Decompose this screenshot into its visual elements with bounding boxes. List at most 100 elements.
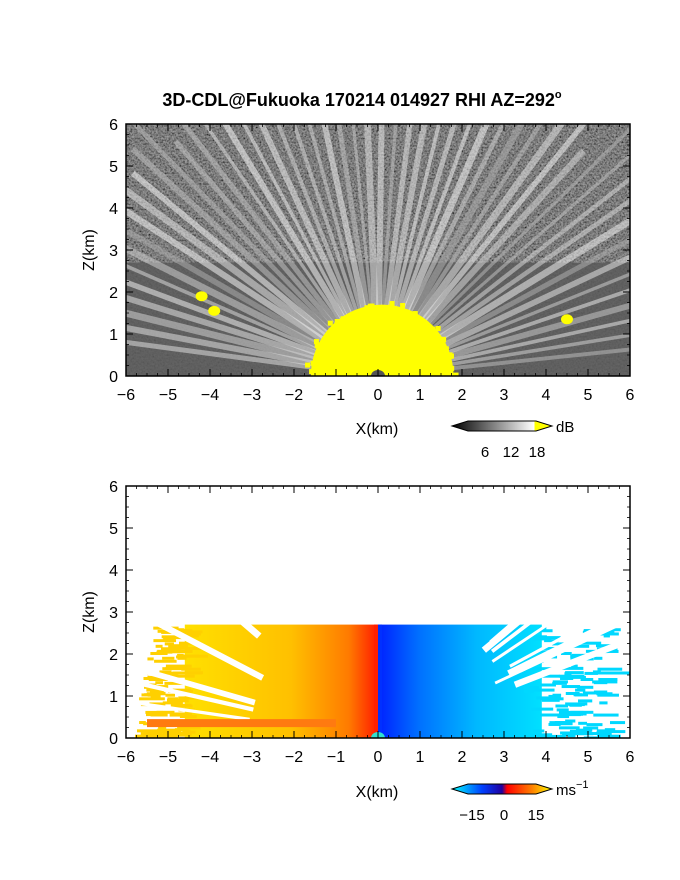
velocity-cool-edge (571, 732, 594, 736)
reflectivity-high-echo-speckle (424, 331, 430, 337)
reflectivity-high-echo-speckle (449, 365, 455, 371)
reflectivity-ytick-label: 2 (109, 285, 118, 302)
reflectivity-high-echo-speckle (305, 362, 311, 368)
velocity-warm-edge (182, 730, 196, 734)
velocity-cool-edge (523, 686, 539, 690)
velocity-warm-edge (165, 693, 175, 697)
reflectivity-ytick-label: 0 (109, 369, 118, 386)
velocity-cool-edge (558, 666, 584, 670)
reflectivity-high-echo-speckle (392, 312, 398, 318)
velocity-gap (509, 599, 630, 668)
velocity-warm-edge (169, 644, 189, 648)
velocity-warm-edge (163, 637, 175, 641)
velocity-xtick-label: −4 (201, 749, 219, 766)
reflectivity-high-echo-speckle (435, 325, 441, 331)
velocity-cool-edge (548, 694, 561, 698)
velocity-warm-edge (162, 701, 183, 705)
velocity-warm-edge (170, 704, 193, 708)
velocity-cool-edge (570, 710, 594, 714)
reflectivity-high-echo-speckle (389, 300, 395, 306)
reflectivity-high-echo-speckle (453, 372, 459, 376)
reflectivity-high-echo-speckle (412, 311, 418, 317)
velocity-warm-edge (181, 667, 201, 671)
velocity-cool-edge (532, 729, 545, 733)
velocity-cool-edge (533, 733, 553, 737)
velocity-warm-edge (157, 677, 168, 681)
velocity-xtick-label: 6 (626, 749, 635, 766)
velocity-cool-edge (560, 651, 572, 655)
velocity-warm-edge (162, 667, 187, 671)
velocity-ytick-label: 1 (109, 689, 118, 706)
velocity-cool-edge (574, 693, 588, 697)
velocity-xlabel: X(km) (356, 784, 399, 801)
velocity-cool-edge (586, 723, 603, 727)
velocity-warm-edge (174, 712, 193, 716)
velocity-cool-edge (597, 667, 623, 671)
velocity-warm-edge (179, 630, 203, 634)
velocity-cool-edge (594, 671, 610, 675)
velocity-warm-edge (150, 651, 168, 655)
velocity-cool-edge (556, 708, 569, 712)
reflectivity-high-echo-speckle (448, 353, 454, 359)
velocity-cool-edge (567, 644, 590, 648)
velocity-warm-edge (160, 647, 181, 651)
velocity-cool-edge (598, 678, 618, 682)
velocity-gap (126, 603, 265, 681)
velocity-ytick-label: 6 (109, 479, 118, 496)
velocity-gap (491, 567, 630, 663)
reflectivity-ytick-label: 4 (109, 201, 118, 218)
reflectivity-xtick-label: 0 (374, 387, 383, 404)
velocity-warm-edge (168, 636, 187, 640)
velocity-cool-edge (594, 656, 603, 660)
velocity-cool-edge (530, 667, 556, 671)
velocity-cool-edge (531, 707, 554, 711)
velocity-warm-edge (166, 698, 187, 702)
velocity-cool-edge (565, 719, 576, 723)
velocity-warm-edge (139, 721, 146, 725)
velocity-gap (126, 678, 254, 712)
reflectivity-high-echo-speckle (440, 364, 446, 370)
velocity-warm-edge (157, 728, 182, 732)
velocity-cool-edge (562, 733, 574, 737)
reflectivity-ylabel: Z(km) (81, 229, 98, 271)
velocity-cool-edge (603, 634, 610, 638)
reflectivity-high-echo-speckle (354, 316, 360, 322)
velocity-xtick-label: 1 (416, 749, 425, 766)
reflectivity-high-echo-speckle (419, 320, 425, 326)
velocity-zero-line-warm (374, 624, 378, 738)
velocity-colorbar-tick: 15 (528, 807, 545, 824)
reflectivity-high-echo-speckle (328, 327, 334, 333)
reflectivity-high-echo-speckle (310, 360, 316, 366)
velocity-cool-edge (565, 713, 581, 717)
velocity-cool-edge (552, 680, 568, 684)
velocity-cool-edge (578, 721, 588, 725)
velocity-warm-edge (143, 676, 157, 680)
reflectivity-high-echo-speckle (363, 312, 369, 318)
reflectivity-xtick-label: 3 (500, 387, 509, 404)
reflectivity-xlabel: X(km) (356, 421, 399, 438)
velocity-xtick-label: −5 (159, 749, 177, 766)
velocity-warm-edge (156, 710, 175, 714)
velocity-cool-edge (577, 699, 593, 703)
velocity-warm-edge (153, 639, 177, 643)
velocity-warm-edge (146, 688, 168, 692)
velocity-warm-edge (167, 697, 179, 701)
velocity-cool-edge (529, 688, 555, 692)
velocity-xtick-label: 2 (458, 749, 467, 766)
velocity-cool-edge (567, 734, 576, 738)
velocity-cool-edge (541, 698, 560, 702)
velocity-cool-edge (557, 715, 570, 719)
reflectivity-colorbar-tick: 6 (481, 444, 489, 461)
reflectivity-high-echo-speckle (442, 361, 448, 367)
reflectivity-high-echo-speckle (430, 326, 436, 332)
velocity-warm-edge (154, 659, 177, 663)
velocity-cool-edge (558, 726, 580, 730)
velocity-cool-edge (548, 722, 561, 726)
velocity-cool-edge (582, 691, 600, 695)
reflectivity-xtick-label: 1 (416, 387, 425, 404)
velocity-ytick-label: 0 (109, 731, 118, 748)
velocity-cool-edge (600, 632, 619, 636)
velocity-colorbar: ms−1 −15 0 15 (450, 779, 589, 824)
velocity-cool-edge (552, 642, 565, 646)
